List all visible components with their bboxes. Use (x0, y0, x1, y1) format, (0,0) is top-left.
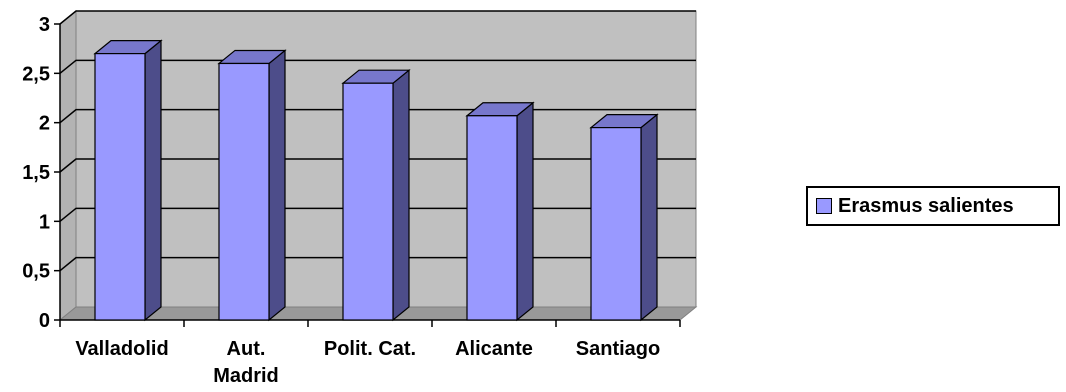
bar-alicante (465, 101, 535, 322)
gridline (59, 59, 696, 74)
bar-front (94, 52, 146, 321)
bar-front (466, 115, 518, 321)
bar-front (218, 62, 270, 321)
x-axis-ticks: Valladolid Aut. Madrid Polit. Cat. Alicante S… (59, 320, 681, 387)
x-tick-label: Santiago (576, 338, 660, 360)
bar-side (392, 68, 410, 322)
y-tick-label: 1 (39, 211, 50, 233)
legend-label: Erasmus salientes (838, 194, 1014, 217)
bar-aut-madrid (217, 49, 287, 322)
y-axis-ticks: 0 0,5 1 1,5 2 2,5 3 (22, 14, 60, 332)
x-tick-label: Polit. Cat. (324, 338, 416, 360)
bar-side (144, 39, 162, 322)
bar-side (640, 113, 658, 322)
bar-front (590, 126, 642, 321)
bar-polit-cat- (341, 68, 411, 322)
y-tick-label: 3 (39, 14, 50, 36)
y-tick-label: 0 (39, 310, 50, 332)
legend: Erasmus salientes (806, 186, 1060, 226)
bar-valladolid (93, 39, 163, 322)
bar-front (342, 82, 394, 321)
x-tick-label: Alicante (455, 338, 533, 360)
x-tick-label: Valladolid (75, 338, 168, 360)
legend-swatch (816, 198, 832, 214)
gridline (59, 10, 696, 25)
y-tick-label: 0,5 (22, 261, 50, 283)
y-tick-label: 1,5 (22, 162, 50, 184)
bar-side (516, 101, 534, 322)
y-tick-label: 2 (39, 113, 50, 135)
y-tick-label: 2,5 (22, 63, 50, 85)
bars (93, 39, 659, 322)
bar-side (268, 49, 286, 322)
x-tick-label: Aut. Madrid (213, 338, 279, 387)
bar-santiago (589, 113, 659, 322)
